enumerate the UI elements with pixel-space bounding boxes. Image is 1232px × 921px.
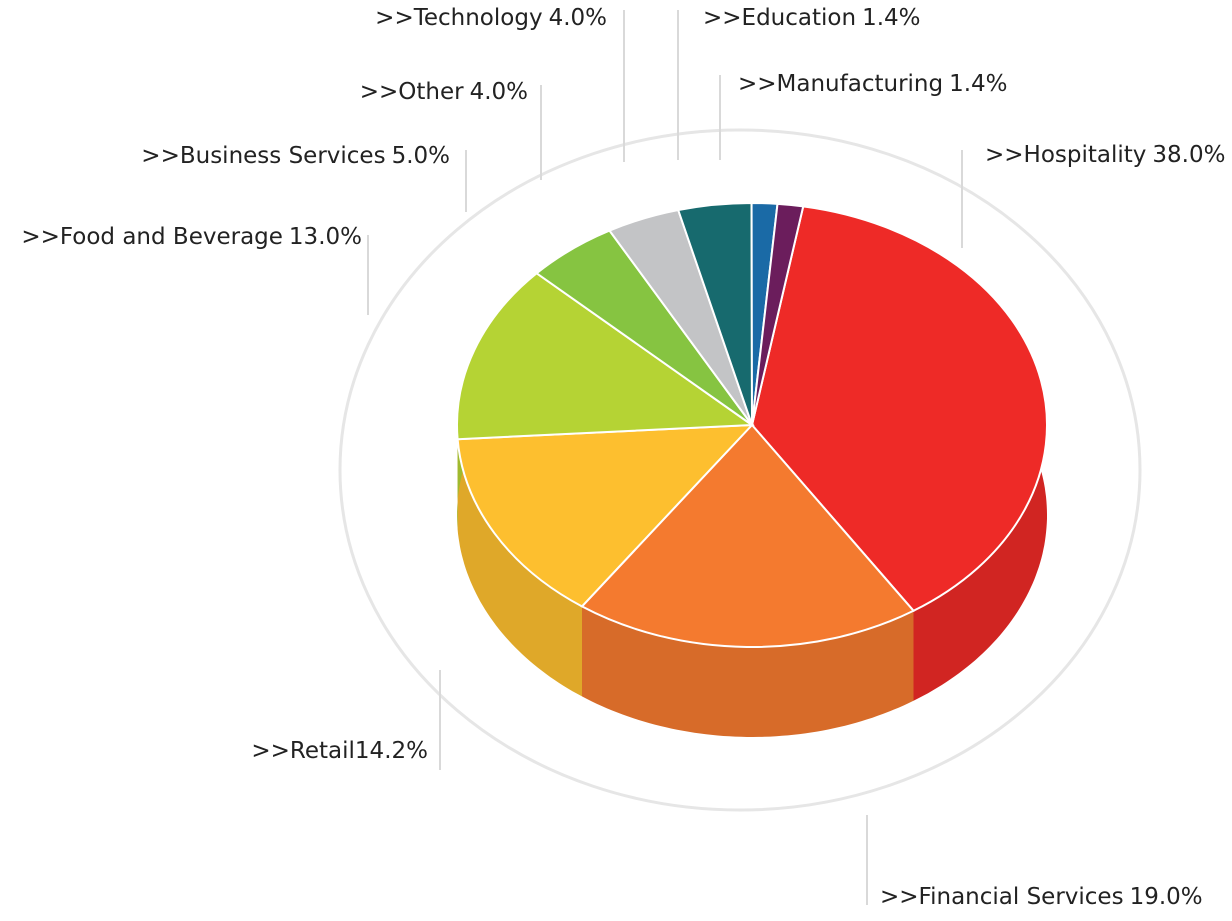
outer-ring	[338, 128, 1142, 812]
category-label: >>Retail	[251, 738, 355, 764]
value-label: 38.0%	[1152, 142, 1225, 168]
category-label: >>Business Services	[141, 143, 385, 169]
slice	[580, 423, 916, 648]
category-label: >>Food and Beverage	[21, 224, 283, 250]
slice-label: >>Hospitality 38.0%	[985, 142, 1225, 168]
value-label: 19.0%	[1130, 884, 1203, 910]
slice	[456, 272, 755, 441]
value-label: 1.4%	[862, 5, 920, 31]
category-label: >>Financial Services	[880, 884, 1124, 910]
slice-label: >>Manufacturing 1.4%	[738, 71, 1008, 97]
slice	[456, 423, 755, 608]
category-label: >>Manufacturing	[738, 71, 943, 97]
category-label: >>Hospitality	[985, 142, 1146, 168]
slice-label: >>Education 1.4%	[703, 5, 921, 31]
value-label: 4.0%	[470, 79, 528, 105]
slice-label: >>Food and Beverage 13.0%	[21, 224, 362, 250]
category-label: >>Education	[703, 5, 856, 31]
value-label: 1.4%	[949, 71, 1007, 97]
slice-label: >>Other 4.0%	[360, 79, 528, 105]
slice-label: >>Technology 4.0%	[375, 5, 607, 31]
category-label: >>Other	[360, 79, 464, 105]
category-label: >>Technology	[375, 5, 542, 31]
slice-label: >>Retail14.2%	[251, 738, 428, 764]
value-label: 13.0%	[289, 224, 362, 250]
slice-side	[457, 439, 582, 697]
value-label: 14.2%	[355, 738, 428, 764]
slice	[751, 202, 805, 426]
value-label: 5.0%	[392, 143, 450, 169]
slice-label: >>Financial Services 19.0%	[880, 884, 1203, 910]
value-label: 4.0%	[549, 5, 607, 31]
slice-label: >>Business Services 5.0%	[141, 143, 450, 169]
